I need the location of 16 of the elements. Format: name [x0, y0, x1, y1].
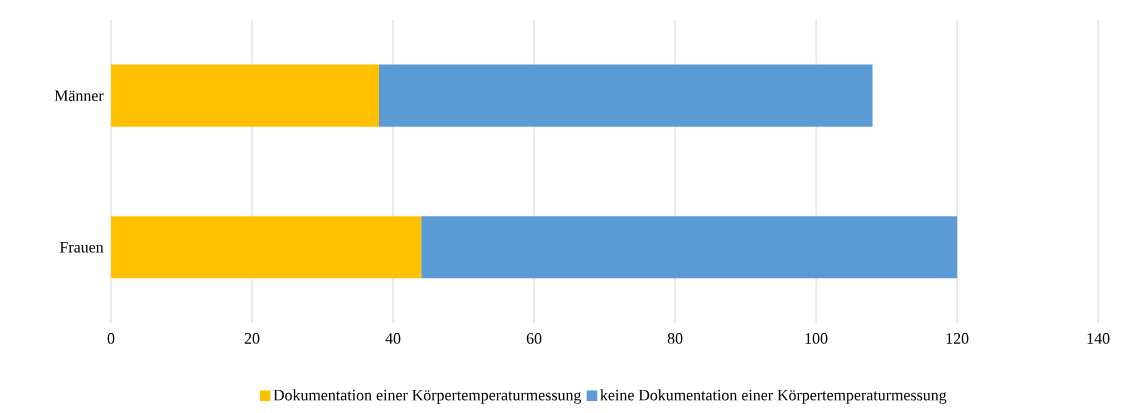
x-tick-label: 60	[526, 333, 542, 345]
x-tick-label: 40	[385, 333, 401, 345]
x-tick-label: 0	[107, 333, 115, 345]
y-tick-label: Frauen	[59, 242, 104, 253]
bar	[421, 216, 958, 279]
legend-label: Dokumentation einer Körpertemperaturmessung	[273, 389, 582, 404]
bar	[111, 64, 379, 127]
legend-label: keine Dokumentation einer Körpertemperaturmessung	[600, 389, 947, 404]
x-tick-label: 80	[667, 333, 683, 345]
y-tick-label: Männer	[54, 90, 104, 102]
bar	[111, 216, 422, 279]
x-tick-label: 20	[244, 333, 260, 345]
bar	[378, 64, 873, 127]
x-tick-label: 140	[1087, 333, 1110, 345]
x-tick-label: 120	[946, 333, 969, 345]
x-tick-label: 100	[805, 333, 828, 345]
